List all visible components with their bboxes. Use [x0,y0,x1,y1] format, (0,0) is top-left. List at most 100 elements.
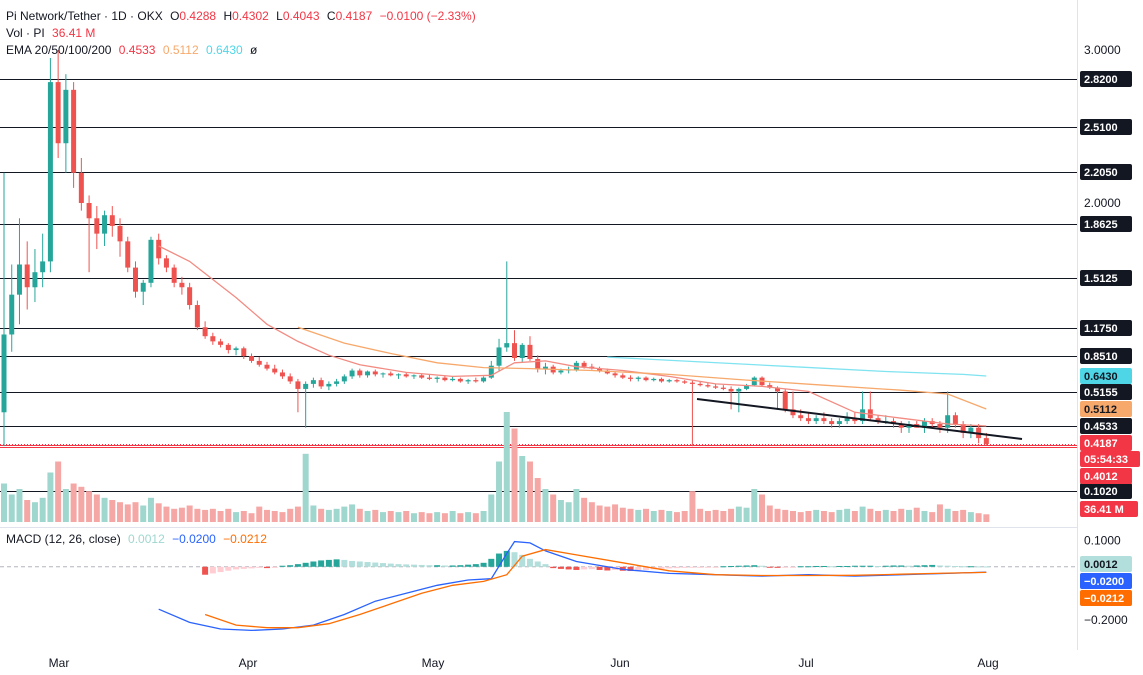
candle-body [264,364,270,369]
volume-bar [921,511,928,522]
open-value: 0.4288 [179,9,217,23]
macd-hist-value: 0.0012 [128,532,165,546]
macd-hist-bar [681,566,688,568]
volume-bar [627,508,634,522]
candlesticks [1,50,989,447]
y-tick-label: 2.0000 [1084,196,1121,210]
macd-hist-bar [542,564,549,567]
macd-hist-bar [356,561,363,567]
macd-hist-bar [960,566,967,568]
candle-body [581,362,587,367]
volume-bar [403,511,410,522]
candle-body [434,377,440,379]
candle-body [720,387,726,389]
volume-tag: 36.41 M [1080,501,1138,517]
ema-label: EMA 20/50/100/200 [6,43,112,57]
level-tag: 1.1750 [1080,320,1132,336]
macd-hist-bar [426,565,433,567]
candle-body [442,377,448,381]
volume-bar [256,506,263,522]
macd-hist-bar [697,566,704,568]
level-tag-text: 1.1750 [1084,323,1118,335]
candle-body [604,370,610,374]
close-value: 0.4187 [335,9,373,23]
candle-body [395,374,401,376]
candle-body [24,264,30,288]
ema-legend: EMA 20/50/100/200 0.4533 0.5112 0.6430 ø [6,42,261,58]
macd-hist-bar [287,565,294,567]
x-tick-label: May [422,656,445,670]
x-tick-label: Jul [798,656,813,670]
candle-body [210,336,216,342]
macd-hist-bar [836,565,843,567]
macd-hist-bar [604,566,611,571]
volume-bar [952,511,959,522]
macd-hist-bar [983,566,990,568]
macd-hist-bar [844,565,851,567]
candle-body [171,267,177,283]
volume-bar [325,509,332,522]
macd-hist-bar [859,565,866,567]
candle-body [132,267,138,292]
volume-bar [279,512,286,522]
volume-bar [441,513,448,522]
candle-body [542,366,548,369]
candle-body [349,370,355,377]
macd-hist-bar [921,565,928,567]
volume-bar [604,506,611,522]
macd-hist-bar [341,559,348,567]
ema20-line [158,245,987,427]
candle-body [117,225,123,242]
level-tag-text: 2.2050 [1084,167,1118,179]
candle-body [148,239,154,283]
candle-body [163,258,169,268]
macd-hist-bar [704,566,711,568]
candle-body [736,388,742,392]
countdown-tag: 05:54:33 [1080,451,1140,467]
volume-bars [1,412,990,522]
volume-bar [666,511,673,522]
candle-body [326,383,332,387]
volume-bar [140,505,147,522]
macd-hist-bar [929,564,936,567]
candle-body [744,385,750,389]
volume-bar [704,511,711,522]
last-price-tag-bg [1080,435,1132,451]
ema100-tag-bg [1080,368,1132,384]
x-tick-label: Mar [49,656,70,670]
volume-bar [225,508,232,522]
candle-body [303,383,309,389]
candle-body [674,380,680,382]
macd-hist-bar [534,561,541,567]
candle-body [728,388,734,392]
macd-hist-bar [225,566,232,571]
volume-bar [635,509,642,522]
macd-hist-bar [271,566,278,568]
candle-body [357,370,363,376]
candle-body [651,378,657,381]
level-tag-text: 0.5155 [1084,387,1118,399]
level-tag: 2.8200 [1080,71,1132,87]
candle-body [519,344,525,359]
volume-bar [789,511,796,522]
candle-body [860,409,866,422]
candle-body [968,427,974,433]
macd-hist-bar [519,554,526,567]
macd-tick-label: −0.2000 [1084,613,1128,627]
macd-hist-bar [643,566,650,570]
volume-bar [395,512,402,522]
candle-body [365,371,371,376]
macd-hist-bar [488,558,495,567]
candle-body [202,327,208,337]
volume-bar [983,514,990,522]
level-tag-bg [1080,418,1132,434]
y-tick-label: 3.0000 [1084,43,1121,57]
candle-body [450,378,456,381]
candle-body [40,261,46,273]
volume-bar [557,500,564,522]
candle-body [179,282,185,288]
volume-bar [550,494,557,522]
candle-body [32,272,38,288]
volume-bar [387,511,394,522]
